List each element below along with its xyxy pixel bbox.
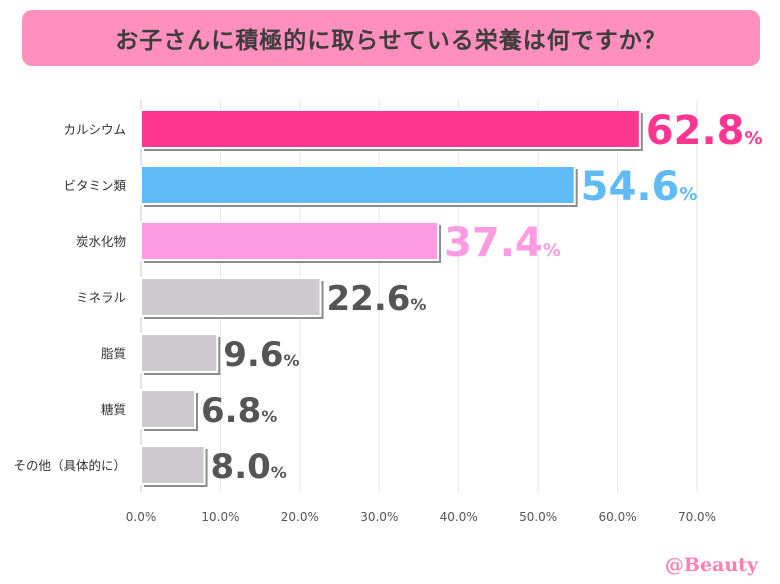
category-label: カルシウム xyxy=(63,122,126,137)
value-label: 8.0% xyxy=(211,447,287,487)
value-label: 37.4% xyxy=(444,220,561,266)
x-tick-label: 50.0% xyxy=(519,510,557,524)
category-label: ビタミン類 xyxy=(63,178,126,193)
category-label: ミネラル xyxy=(76,290,126,305)
x-tick-label: 60.0% xyxy=(599,510,637,524)
brand-watermark: @Beauty xyxy=(664,554,758,576)
bar xyxy=(140,221,440,261)
bar xyxy=(140,333,219,373)
bar xyxy=(140,277,322,317)
category-label: 脂質 xyxy=(101,346,126,361)
x-tick-label: 40.0% xyxy=(440,510,478,524)
bar xyxy=(140,389,197,429)
chart-title: お子さんに積極的に取らせている栄養は何ですか？ xyxy=(115,28,667,54)
x-tick-label: 10.0% xyxy=(201,510,239,524)
value-label: 54.6% xyxy=(581,164,698,210)
bar xyxy=(140,165,576,205)
x-tick-label: 0.0% xyxy=(126,510,157,524)
x-tick-label: 20.0% xyxy=(281,510,319,524)
x-tick-label: 30.0% xyxy=(360,510,398,524)
category-label: その他（具体的に） xyxy=(13,458,126,473)
title-banner: お子さんに積極的に取らせている栄養は何ですか？ xyxy=(22,10,760,66)
x-tick-label: 70.0% xyxy=(678,510,716,524)
bar xyxy=(140,445,206,485)
value-label: 62.8% xyxy=(646,108,763,154)
category-label: 糖質 xyxy=(101,402,126,417)
category-label: 炭水化物 xyxy=(76,234,126,249)
value-label: 22.6% xyxy=(327,279,427,319)
bar xyxy=(140,109,641,149)
value-label: 9.6% xyxy=(223,335,299,375)
value-label: 6.8% xyxy=(201,391,277,431)
